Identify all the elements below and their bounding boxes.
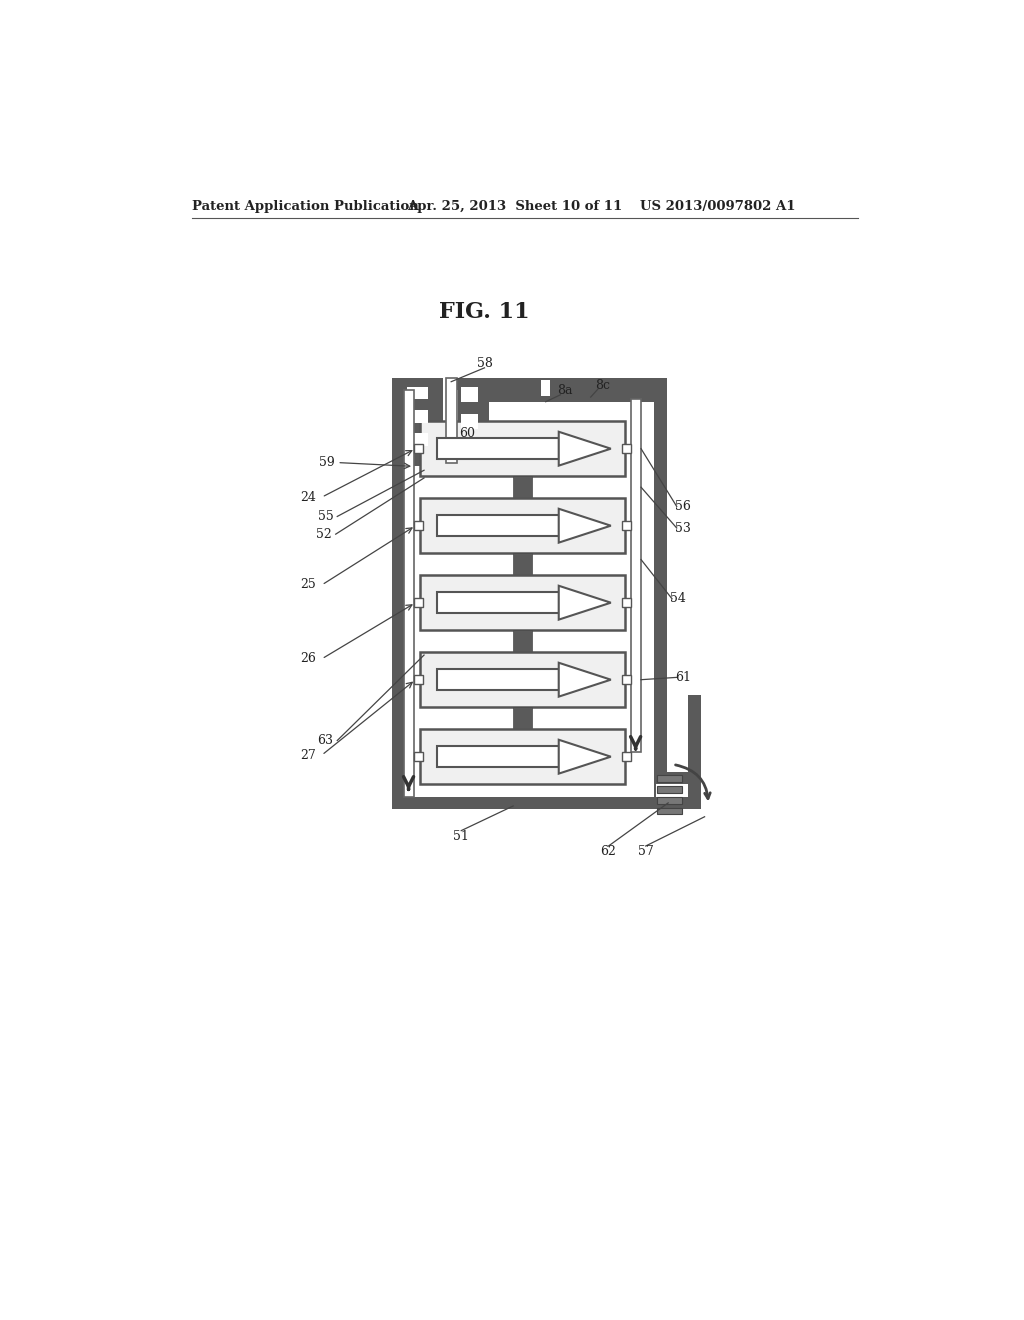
Text: 51: 51: [454, 829, 469, 842]
Bar: [407, 411, 428, 422]
Bar: [513, 631, 531, 652]
Bar: [623, 598, 631, 607]
Text: Patent Application Publication: Patent Application Publication: [191, 199, 418, 213]
Bar: [437, 438, 559, 459]
Bar: [458, 378, 489, 459]
Bar: [513, 477, 531, 498]
Text: 57: 57: [638, 845, 653, 858]
Bar: [414, 445, 423, 453]
Bar: [391, 797, 667, 809]
Bar: [420, 729, 625, 784]
Bar: [657, 808, 682, 814]
Bar: [654, 772, 700, 809]
Text: 63: 63: [317, 734, 334, 747]
Bar: [445, 378, 457, 462]
Text: 53: 53: [675, 521, 691, 535]
Bar: [657, 785, 682, 793]
Bar: [391, 378, 403, 809]
Bar: [403, 378, 442, 466]
Text: 60: 60: [459, 426, 475, 440]
Text: 27: 27: [300, 748, 315, 762]
Bar: [623, 445, 631, 453]
Polygon shape: [559, 432, 611, 466]
Polygon shape: [559, 663, 611, 697]
Polygon shape: [559, 586, 611, 619]
Text: 56: 56: [675, 500, 691, 513]
Text: 62: 62: [600, 845, 616, 858]
Text: 54: 54: [671, 593, 686, 606]
Text: 8a: 8a: [557, 384, 572, 397]
Text: 8c: 8c: [595, 379, 610, 392]
Bar: [657, 775, 682, 781]
Bar: [513, 708, 531, 729]
Bar: [539, 378, 553, 397]
Bar: [654, 378, 667, 809]
Text: 52: 52: [316, 528, 332, 541]
Text: 59: 59: [318, 455, 334, 469]
Text: Apr. 25, 2013  Sheet 10 of 11: Apr. 25, 2013 Sheet 10 of 11: [407, 199, 623, 213]
Polygon shape: [559, 739, 611, 774]
Bar: [414, 521, 423, 529]
Bar: [655, 784, 688, 797]
Bar: [489, 391, 654, 403]
Polygon shape: [559, 508, 611, 543]
Text: FIG. 11: FIG. 11: [439, 301, 529, 323]
Bar: [623, 676, 631, 684]
Text: 58: 58: [476, 358, 493, 371]
Bar: [623, 752, 631, 760]
Bar: [420, 576, 625, 631]
Bar: [407, 387, 428, 400]
Bar: [688, 696, 700, 809]
Bar: [623, 521, 631, 529]
Bar: [586, 378, 596, 393]
Text: US 2013/0097802 A1: US 2013/0097802 A1: [640, 199, 795, 213]
Bar: [461, 414, 478, 429]
Bar: [420, 421, 625, 477]
Text: 24: 24: [300, 491, 315, 504]
Bar: [513, 553, 531, 576]
Bar: [541, 380, 550, 396]
Text: 26: 26: [300, 652, 315, 665]
Bar: [437, 669, 559, 690]
Bar: [407, 433, 428, 446]
Bar: [461, 387, 478, 403]
Bar: [454, 378, 667, 391]
Bar: [420, 498, 625, 553]
Bar: [414, 752, 423, 760]
Bar: [437, 746, 559, 767]
Bar: [420, 652, 625, 708]
Bar: [414, 598, 423, 607]
Bar: [403, 391, 414, 797]
Bar: [437, 591, 559, 614]
Text: 25: 25: [300, 578, 315, 591]
Bar: [414, 676, 423, 684]
Bar: [631, 400, 641, 752]
Text: 55: 55: [317, 510, 334, 523]
Bar: [437, 515, 559, 536]
Bar: [657, 797, 682, 804]
Text: 61: 61: [675, 671, 691, 684]
